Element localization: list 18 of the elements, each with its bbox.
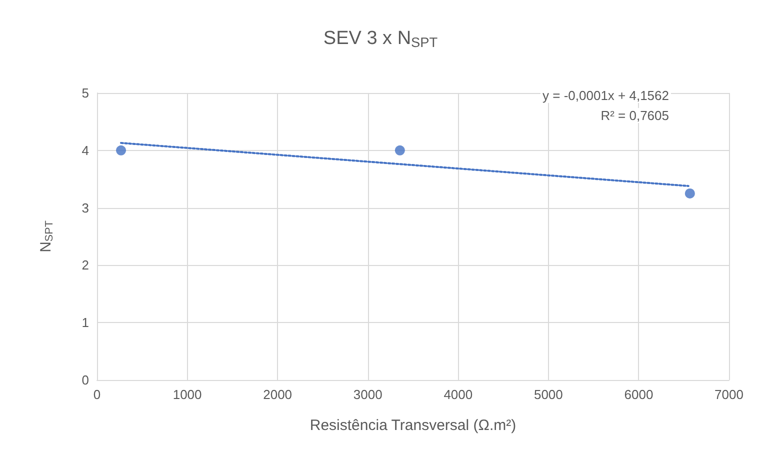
- y-axis-title: NSPT: [38, 220, 56, 252]
- x-tick-label: 1000: [172, 387, 202, 402]
- y-tick-label: 5: [82, 86, 89, 100]
- x-tick-label: 7000: [714, 387, 744, 402]
- y-tick-label: 1: [82, 315, 89, 330]
- x-tick-label: 3000: [353, 387, 382, 402]
- y-tick-label: 4: [82, 142, 89, 158]
- y-tick-label: 0: [82, 372, 89, 388]
- annotation: y = -0,0001x + 4,1562: [542, 88, 669, 103]
- annotation: R² = 0,7605: [600, 108, 670, 123]
- x-tick-label: 2000: [263, 387, 292, 402]
- x-tick-label: 0: [93, 387, 101, 402]
- x-tick-label: 5000: [534, 387, 563, 402]
- y-tick-label: 3: [82, 200, 89, 216]
- x-tick-label: 6000: [624, 387, 654, 402]
- x-axis-title: Resistência Transversal (Ω.m²): [310, 417, 516, 434]
- y-tick-label: 2: [82, 258, 89, 273]
- x-tick-label: 4000: [444, 387, 473, 402]
